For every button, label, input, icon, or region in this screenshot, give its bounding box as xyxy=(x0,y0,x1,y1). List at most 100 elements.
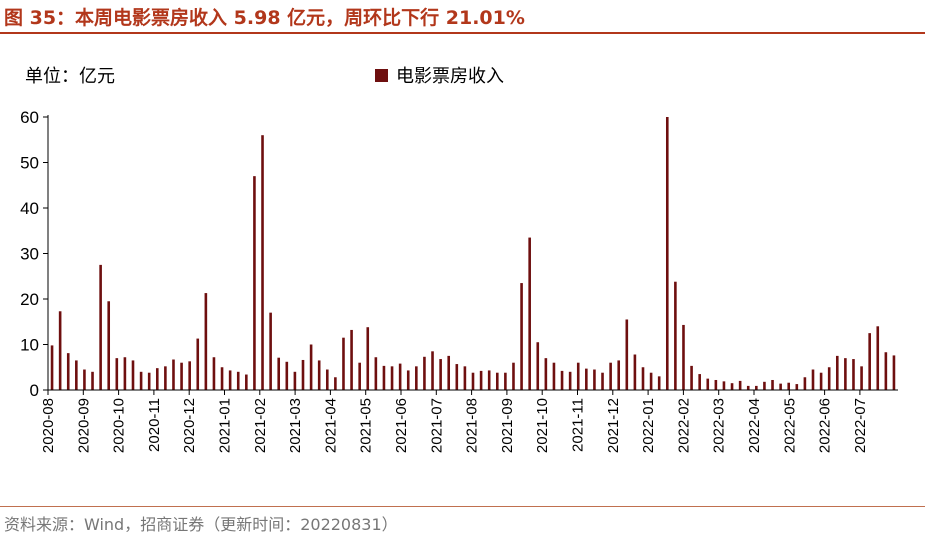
bar xyxy=(698,374,701,390)
bar xyxy=(746,385,750,390)
bar xyxy=(463,366,467,390)
bar xyxy=(301,359,305,390)
bar xyxy=(576,362,580,390)
bar xyxy=(245,374,248,390)
bar xyxy=(277,357,281,390)
bar xyxy=(787,382,791,390)
x-tick-label: 2021-07 xyxy=(428,398,445,453)
bar xyxy=(188,361,191,390)
footer-divider xyxy=(0,506,925,507)
bar xyxy=(504,372,507,390)
bar xyxy=(155,368,159,390)
unit-label: 单位：亿元 xyxy=(25,66,115,87)
x-tick-label: 2020-12 xyxy=(181,398,198,453)
bar xyxy=(844,358,847,390)
bar xyxy=(803,377,807,390)
bar xyxy=(617,360,621,390)
bar xyxy=(819,372,823,390)
x-tick-label: 2020-11 xyxy=(146,398,163,452)
bar xyxy=(342,337,345,390)
bar xyxy=(455,364,459,390)
x-tick-label: 2022-06 xyxy=(817,398,834,453)
bar xyxy=(738,380,742,390)
bar xyxy=(795,384,799,390)
bar xyxy=(382,365,386,390)
bar xyxy=(220,367,224,390)
bar xyxy=(236,371,240,390)
bar xyxy=(755,385,758,390)
bar xyxy=(609,362,612,390)
bar xyxy=(706,378,710,391)
bar xyxy=(285,361,289,390)
x-tick-label: 2022-01 xyxy=(640,398,657,453)
bar xyxy=(131,360,135,390)
y-tick-label: 30 xyxy=(20,245,39,264)
bar xyxy=(860,366,863,390)
bar xyxy=(827,367,831,390)
x-tick-label: 2022-04 xyxy=(746,398,763,453)
bar xyxy=(779,383,782,390)
x-tick-label: 2021-02 xyxy=(252,398,269,453)
bar xyxy=(374,357,378,390)
source-note: 资料来源：Wind，招商证券（更新时间：20220831） xyxy=(4,515,398,534)
bar xyxy=(625,319,629,390)
bar xyxy=(423,356,426,390)
bar xyxy=(884,352,888,390)
x-tick-label: 2021-03 xyxy=(287,398,304,453)
bar xyxy=(139,371,143,390)
bar xyxy=(471,372,475,390)
bar xyxy=(431,351,434,390)
bar xyxy=(366,327,370,390)
x-tick-label: 2022-02 xyxy=(675,398,692,453)
bar xyxy=(228,370,232,390)
bar xyxy=(835,355,839,391)
bar xyxy=(479,370,483,390)
bar xyxy=(309,344,313,390)
x-tick-label: 2020-10 xyxy=(111,398,128,453)
bar xyxy=(253,176,256,390)
legend: 电影票房收入 xyxy=(375,62,504,88)
bar xyxy=(390,366,394,390)
bar xyxy=(674,281,677,390)
bar xyxy=(811,369,815,390)
bar xyxy=(641,367,645,390)
bar xyxy=(107,301,111,390)
x-tick-label: 2022-05 xyxy=(781,398,798,453)
bar xyxy=(763,381,766,390)
x-tick-label: 2021-11 xyxy=(570,398,587,452)
title-divider xyxy=(0,32,925,34)
bar xyxy=(325,369,329,390)
bar xyxy=(115,358,119,390)
y-tick-label: 20 xyxy=(20,290,39,309)
y-tick-label: 60 xyxy=(20,108,39,127)
x-tick-label: 2020-08 xyxy=(40,398,57,453)
x-tick-label: 2021-10 xyxy=(534,398,551,453)
bar xyxy=(212,357,216,390)
bar xyxy=(147,372,151,390)
bar xyxy=(487,370,491,390)
bar xyxy=(293,371,297,390)
legend-swatch xyxy=(375,68,388,82)
bar xyxy=(730,383,734,390)
axes-group: 0 10 20 30 40 50 60 2020-08 2020-09 2020-10 2020-1… xyxy=(20,108,898,453)
bar xyxy=(83,369,86,390)
bar xyxy=(350,329,353,390)
bar xyxy=(91,371,94,390)
bar xyxy=(876,326,880,390)
bar xyxy=(552,362,556,390)
bar xyxy=(58,311,62,390)
bars-group xyxy=(50,117,896,391)
bar xyxy=(892,355,896,390)
bar xyxy=(415,366,418,390)
bar xyxy=(657,376,661,390)
bar xyxy=(649,372,653,390)
bar xyxy=(601,372,604,390)
bar xyxy=(447,355,451,391)
bar xyxy=(722,381,726,390)
bar xyxy=(520,283,523,390)
bar xyxy=(560,370,564,390)
y-tick-label: 10 xyxy=(20,336,39,355)
bar xyxy=(50,345,54,390)
x-tick-label: 2021-06 xyxy=(393,398,410,453)
